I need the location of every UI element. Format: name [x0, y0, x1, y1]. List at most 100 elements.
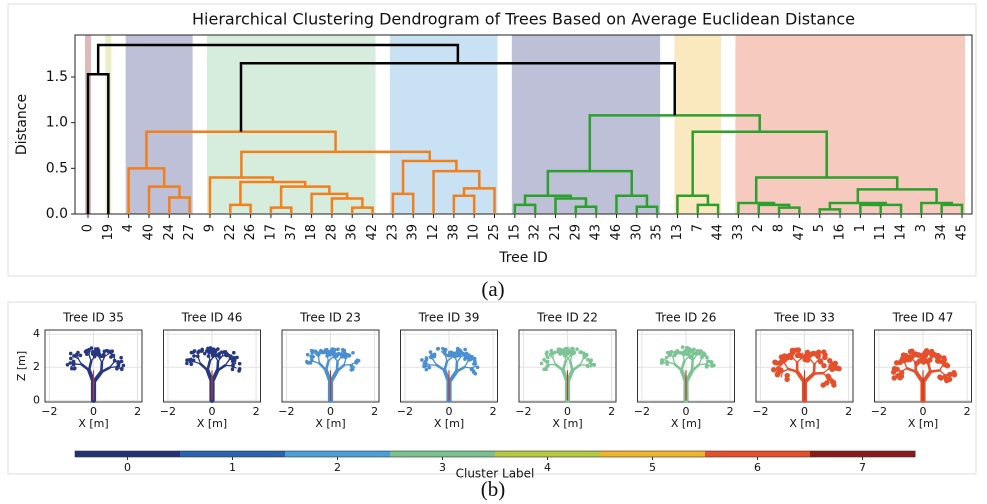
branch	[792, 358, 797, 363]
leaf-label: 29	[568, 224, 583, 241]
leaf-label: 21	[548, 224, 563, 241]
point	[112, 354, 116, 358]
y-tick-label: 4	[33, 327, 40, 340]
point	[324, 348, 328, 352]
point	[460, 351, 464, 355]
point	[545, 350, 549, 354]
point	[214, 350, 218, 354]
x-tick-label: 2	[253, 405, 260, 418]
x-tick-label: −2	[634, 405, 650, 418]
leaf-label: 30	[629, 224, 644, 241]
panel-title: Tree ID 22	[536, 311, 598, 325]
point	[592, 363, 596, 367]
point	[348, 354, 352, 358]
point	[429, 350, 433, 354]
point	[824, 380, 829, 385]
point	[66, 363, 70, 367]
leaf-label: 43	[589, 224, 604, 241]
point	[422, 363, 426, 367]
point	[673, 354, 677, 358]
point	[69, 357, 73, 361]
branch	[447, 357, 452, 361]
point	[589, 358, 593, 362]
branch	[89, 355, 91, 361]
point	[185, 362, 189, 366]
branch	[684, 356, 689, 361]
leaf-label: 28	[324, 224, 339, 241]
x-tick-label: −2	[752, 405, 768, 418]
branch	[465, 361, 468, 367]
point	[209, 346, 213, 350]
leaf-label: 47	[792, 224, 807, 241]
point-cloud	[540, 347, 596, 401]
point	[425, 356, 429, 360]
point	[119, 356, 123, 360]
point	[923, 352, 928, 357]
x-axis-label: X [m]	[671, 417, 701, 430]
point	[790, 348, 795, 353]
x-tick-label: −2	[41, 405, 57, 418]
point	[449, 353, 453, 357]
branch	[928, 363, 930, 372]
colorbar-cell	[810, 451, 916, 457]
leaf-label: 37	[284, 224, 299, 241]
x-tick-label: 4	[544, 461, 551, 474]
cluster-band	[390, 35, 498, 214]
point	[306, 361, 310, 365]
leaf-label: 32	[528, 224, 543, 241]
point	[306, 353, 310, 357]
leaf-label: 23	[385, 224, 400, 241]
point	[235, 356, 239, 360]
y-tick-label: 1.0	[46, 115, 68, 131]
x-tick-label: 2	[134, 405, 141, 418]
branch	[553, 358, 556, 364]
point	[578, 351, 582, 355]
point	[796, 347, 801, 352]
y-tick-label: 2	[33, 360, 40, 373]
x-tick-label: 2	[334, 461, 341, 474]
point	[681, 345, 685, 349]
x-tick-label: −2	[278, 405, 294, 418]
colorbar-cell	[75, 451, 181, 457]
point	[113, 359, 117, 363]
point	[899, 370, 904, 375]
point	[73, 366, 77, 370]
branch	[449, 372, 456, 383]
point	[232, 351, 236, 355]
leaf-label: 15	[507, 224, 522, 241]
point	[677, 351, 681, 355]
point	[120, 367, 124, 371]
point	[428, 366, 432, 370]
point-cloud	[185, 346, 241, 400]
point	[342, 350, 346, 354]
leaf-label: 1	[853, 224, 868, 232]
leaf-label: 45	[955, 224, 970, 241]
panel-title: Tree ID 35	[62, 311, 124, 325]
point	[784, 377, 789, 382]
branch	[940, 370, 945, 374]
point	[233, 359, 237, 363]
point	[573, 351, 577, 355]
branch	[78, 359, 81, 365]
panel-title: Tree ID 23	[299, 311, 361, 325]
point	[546, 355, 550, 359]
leaf-label: 39	[406, 224, 421, 241]
point	[940, 359, 945, 364]
branch	[89, 361, 91, 370]
point-cloud	[891, 348, 957, 400]
x-axis-label: X [m]	[78, 417, 108, 430]
point	[238, 367, 242, 371]
point	[582, 354, 586, 358]
leaf-label: 34	[934, 224, 949, 241]
point	[470, 368, 474, 372]
branch	[568, 370, 573, 382]
point	[330, 348, 334, 352]
point	[429, 356, 433, 360]
branch	[212, 371, 217, 383]
point	[810, 351, 815, 356]
colorbar-cell	[390, 451, 496, 457]
leaf-label: 12	[426, 224, 441, 241]
point	[929, 353, 934, 358]
leaf-label: 38	[446, 224, 461, 241]
leaf-label: 27	[182, 224, 197, 241]
